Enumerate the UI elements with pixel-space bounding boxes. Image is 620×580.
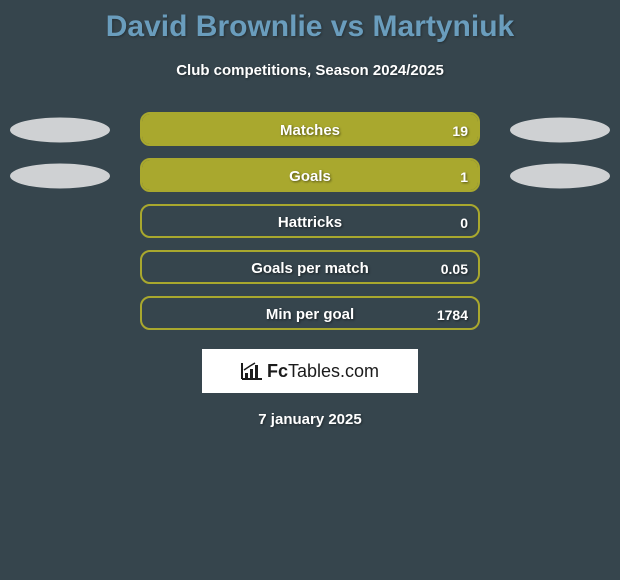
- stat-bar: Goals per match0.05: [140, 250, 480, 284]
- player-ellipse-right: [510, 118, 610, 143]
- stat-row: Min per goal1784: [0, 291, 620, 337]
- stat-value: 0.05: [441, 252, 468, 284]
- stat-bar: Matches19: [140, 112, 480, 146]
- stat-bar-fill: [142, 114, 478, 144]
- stat-row: Matches19: [0, 107, 620, 153]
- stat-label: Hattricks: [142, 206, 478, 238]
- chart-icon: [241, 362, 263, 380]
- player-ellipse-right: [510, 164, 610, 189]
- player-ellipse-left: [10, 164, 110, 189]
- stat-row: Hattricks0: [0, 199, 620, 245]
- stat-bar: Goals1: [140, 158, 480, 192]
- stat-bar: Min per goal1784: [140, 296, 480, 330]
- stat-row: Goals1: [0, 153, 620, 199]
- stat-row: Goals per match0.05: [0, 245, 620, 291]
- stat-bar: Hattricks0: [140, 204, 480, 238]
- stat-value: 1784: [437, 298, 468, 330]
- stat-label: Goals per match: [142, 252, 478, 284]
- page-title: David Brownlie vs Martyniuk: [0, 0, 620, 44]
- player-ellipse-left: [10, 118, 110, 143]
- logo-text: FcTables.com: [267, 361, 379, 382]
- stat-label: Min per goal: [142, 298, 478, 330]
- stat-bar-fill: [142, 160, 478, 190]
- stats-chart: Matches19 Goals1 Hattricks0 Goals per match…: [0, 107, 620, 337]
- fctables-logo: FcTables.com: [202, 349, 418, 393]
- footer-date: 7 january 2025: [0, 411, 620, 428]
- page-subtitle: Club competitions, Season 2024/2025: [0, 62, 620, 79]
- stat-value: 0: [460, 206, 468, 238]
